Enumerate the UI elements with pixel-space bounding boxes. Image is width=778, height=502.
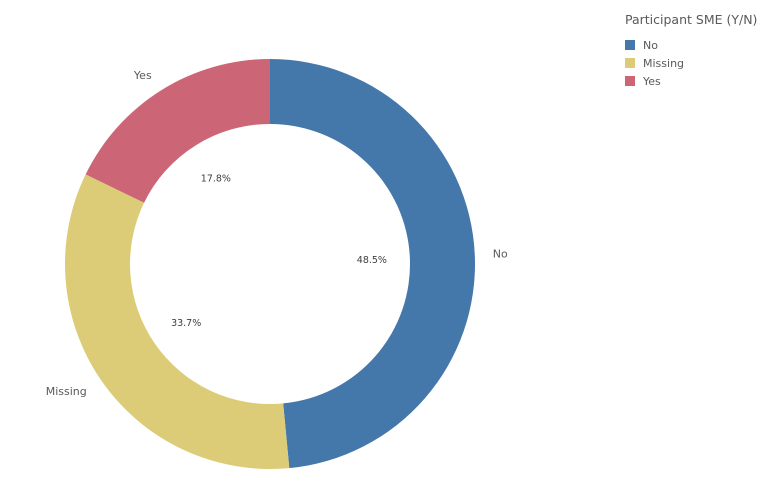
category-label-missing: Missing — [46, 385, 87, 398]
legend-swatch-no — [625, 40, 635, 50]
category-label-no: No — [493, 247, 508, 260]
legend-item-missing[interactable]: Missing — [625, 54, 757, 72]
legend-item-yes[interactable]: Yes — [625, 72, 757, 90]
legend-label-yes: Yes — [643, 74, 661, 88]
pct-label-yes: 17.8% — [201, 174, 231, 185]
category-label-yes: Yes — [133, 69, 152, 82]
slice-no[interactable] — [270, 58, 476, 469]
donut-labels: 48.5% No 33.7% Missing 17.8% Yes — [46, 69, 508, 398]
pct-label-missing: 33.7% — [171, 318, 201, 329]
legend-swatch-yes — [625, 76, 635, 86]
donut-slices — [64, 58, 476, 469]
legend-swatch-missing — [625, 58, 635, 68]
legend-item-no[interactable]: No — [625, 36, 757, 54]
pct-label-no: 48.5% — [357, 255, 387, 266]
slice-yes[interactable] — [85, 58, 271, 203]
legend-label-missing: Missing — [643, 56, 685, 70]
legend-title: Participant SME (Y/N) — [625, 12, 758, 27]
legend-label-no: No — [643, 38, 658, 52]
legend: Participant SME (Y/N) No Missing Yes — [625, 12, 757, 90]
slice-missing[interactable] — [64, 174, 290, 469]
